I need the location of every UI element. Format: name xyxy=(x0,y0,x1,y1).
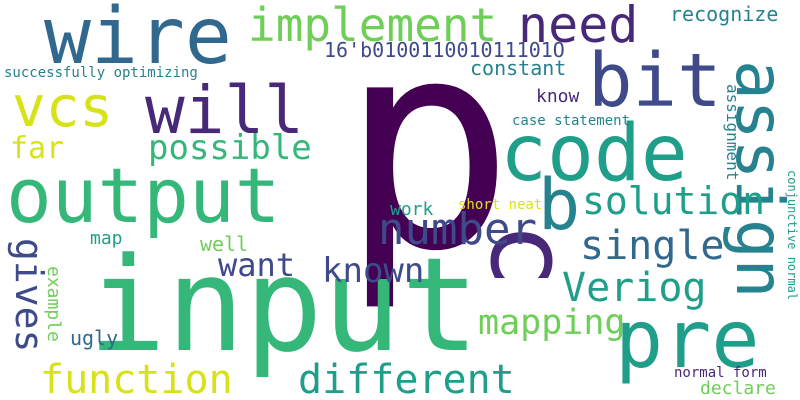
cloud-word: known xyxy=(322,251,425,291)
cloud-word: different xyxy=(298,357,515,400)
cloud-word: recognize xyxy=(670,2,779,26)
cloud-word: short neat xyxy=(458,197,543,213)
cloud-word: example xyxy=(43,266,64,342)
cloud-word: well xyxy=(200,232,249,256)
cloud-word: 16'b010011001011101O xyxy=(324,38,565,62)
cloud-word: pre xyxy=(615,293,760,386)
cloud-word: wire xyxy=(44,0,232,82)
cloud-word: mapping xyxy=(478,303,626,343)
cloud-word: normal form xyxy=(674,365,767,381)
cloud-word: b xyxy=(538,164,581,246)
cloud-word: single xyxy=(580,223,725,269)
cloud-word: map xyxy=(90,228,123,249)
cloud-word: output xyxy=(6,151,281,240)
cloud-word: ugly xyxy=(70,326,119,350)
cloud-word: code xyxy=(500,109,688,199)
cloud-word: function xyxy=(40,357,233,400)
cloud-word: successfully optimizing xyxy=(4,65,198,81)
cloud-word: vcs xyxy=(12,75,114,140)
cloud-word: case statement xyxy=(512,113,631,129)
cloud-word: need xyxy=(518,0,639,54)
cloud-word: declare xyxy=(700,378,776,399)
cloud-word: Veriog xyxy=(562,265,707,311)
cloud-word: implement xyxy=(248,0,498,52)
cloud-word: assignment xyxy=(723,84,742,181)
cloud-word: p xyxy=(340,0,515,315)
cloud-word: possible xyxy=(148,128,312,168)
cloud-word: input xyxy=(88,229,480,381)
cloud-word: work xyxy=(390,199,434,220)
cloud-word: bit xyxy=(588,38,722,124)
cloud-word: conjunctive normal xyxy=(785,170,799,301)
cloud-word: constant xyxy=(470,56,567,80)
cloud-word: will xyxy=(145,72,304,149)
cloud-word: know xyxy=(536,86,580,107)
cloud-word: number xyxy=(378,204,537,255)
cloud-word: want xyxy=(218,246,296,284)
cloud-word: solution xyxy=(582,179,766,223)
cloud-word: far xyxy=(10,131,65,166)
